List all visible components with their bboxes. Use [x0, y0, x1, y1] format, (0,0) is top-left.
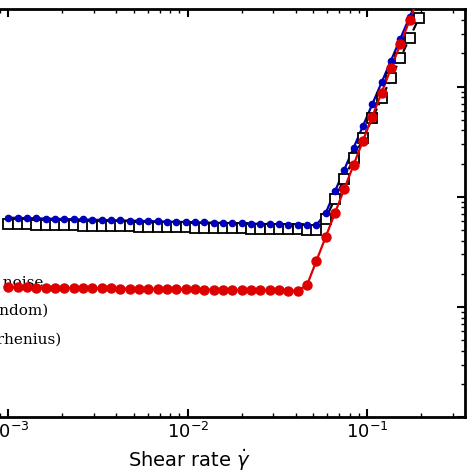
- Text: o external noise: o external noise: [0, 275, 44, 290]
- Text: odel 1 (Random): odel 1 (Random): [0, 304, 48, 318]
- X-axis label: Shear rate $\dot{\gamma}$: Shear rate $\dot{\gamma}$: [128, 447, 251, 473]
- Text: odel 2 (Arrhenius): odel 2 (Arrhenius): [0, 333, 62, 346]
